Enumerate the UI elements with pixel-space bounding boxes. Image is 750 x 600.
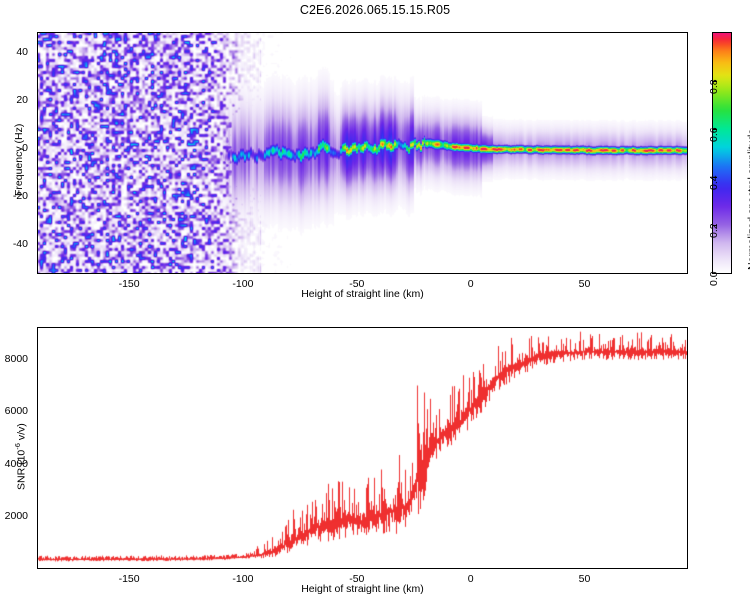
y-tick-label: -40 xyxy=(12,238,28,251)
colorbar-tick xyxy=(712,225,717,226)
x-tick-label: 50 xyxy=(578,573,591,585)
x-tick-label: 0 xyxy=(467,573,474,585)
x-tick-label: -50 xyxy=(349,278,365,290)
y-tick-label: 8000 xyxy=(4,353,28,366)
spectrogram-x-axis-title: Height of straight line (km) xyxy=(301,288,424,300)
x-tick-label: -150 xyxy=(118,573,140,585)
y-tick-label: 6000 xyxy=(4,405,28,418)
spectrogram-y-axis-title: Frequency (Hz) xyxy=(13,123,25,196)
snr-y-axis-exponent: -6 xyxy=(13,443,22,450)
colorbar-tick xyxy=(712,129,717,130)
snr-trace xyxy=(38,328,687,568)
colorbar xyxy=(712,32,732,274)
y-tick-label: -20 xyxy=(12,190,28,203)
y-tick-label: 4000 xyxy=(4,457,28,470)
snr-plot-area xyxy=(37,327,688,569)
spectrogram-plot-area xyxy=(37,32,688,274)
snr-x-axis-title: Height of straight line (km) xyxy=(301,583,424,595)
colorbar-tick xyxy=(712,273,717,274)
y-tick-label: 40 xyxy=(16,46,28,59)
snr-y-axis-title: SNR (10-6 v/v) xyxy=(13,423,28,490)
x-tick-label: -150 xyxy=(118,278,140,290)
colorbar-tick xyxy=(712,81,717,82)
x-tick-label: -100 xyxy=(232,278,254,290)
colorbar-title: Normalized spectral amplitude xyxy=(746,128,750,270)
colorbar-tick-label: 0.4 xyxy=(708,175,720,190)
x-tick-label: 0 xyxy=(467,278,474,290)
spectrogram-image xyxy=(38,33,687,273)
x-tick-label: 50 xyxy=(578,278,591,290)
colorbar-tick-label: 0.8 xyxy=(708,79,720,94)
colorbar-tick-label: 0.0 xyxy=(708,271,720,286)
y-tick-label: 2000 xyxy=(4,509,28,522)
x-tick-label: -50 xyxy=(349,573,365,585)
y-tick-label: 0 xyxy=(22,142,28,155)
page-title: C2E6.2026.065.15.15.R05 xyxy=(299,3,451,17)
colorbar-tick-label: 0.6 xyxy=(708,127,720,142)
colorbar-tick-label: 0.2 xyxy=(708,223,720,238)
x-tick-label: -100 xyxy=(232,573,254,585)
y-tick-label: 20 xyxy=(16,94,28,107)
colorbar-tick xyxy=(712,177,717,178)
